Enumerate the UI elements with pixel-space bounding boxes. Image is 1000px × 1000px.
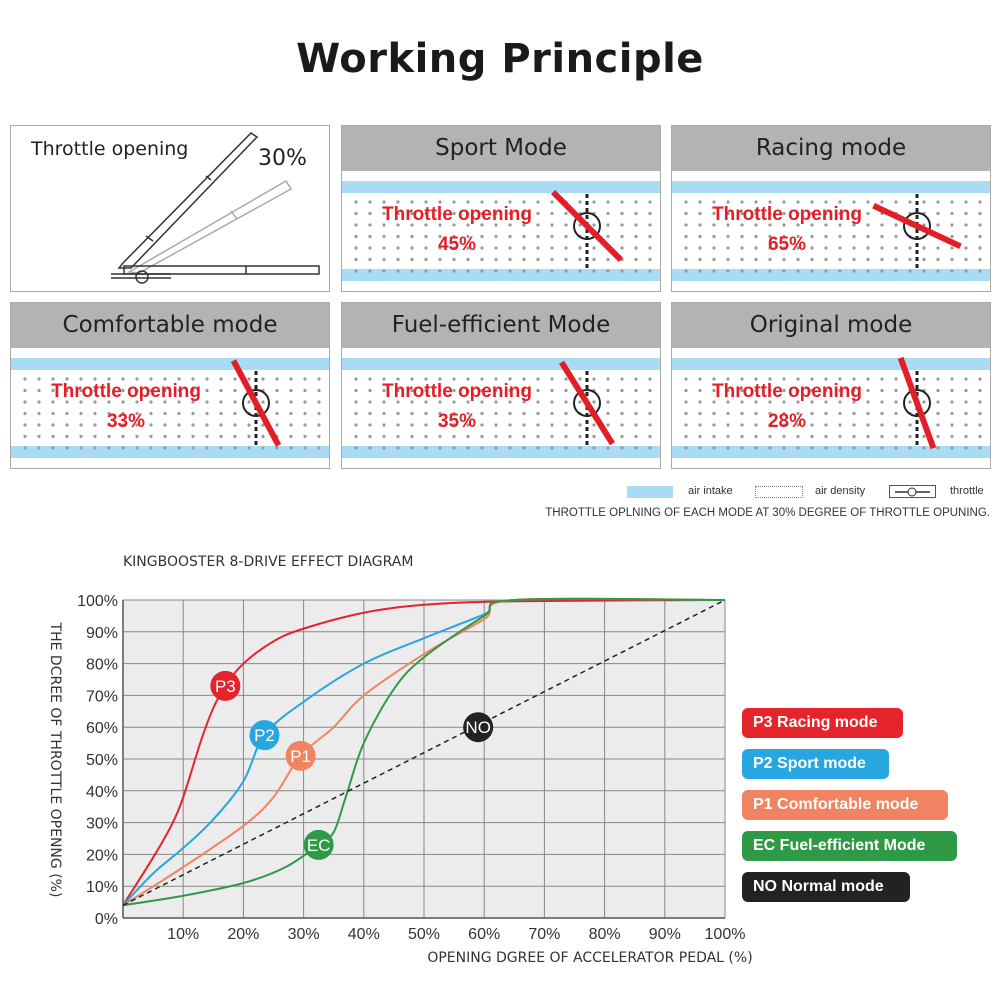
throttle-icon	[573, 389, 601, 417]
throttle-opening-label: Throttle opening	[712, 381, 862, 402]
legend-item: EC Fuel-efficient Mode	[742, 831, 957, 861]
throttle-opening-label: Throttle opening	[51, 381, 201, 402]
y-tick-label: 0%	[95, 911, 118, 928]
throttle-opening-label: Throttle opening	[382, 381, 532, 402]
air-intake-bar	[342, 181, 660, 193]
x-tick-label: 10%	[167, 926, 199, 943]
x-tick-label: 60%	[468, 926, 500, 943]
air-density-dots	[354, 377, 652, 450]
throttle-plate	[897, 356, 937, 450]
air-density-dots	[684, 377, 982, 450]
x-tick-label: 80%	[589, 926, 621, 943]
mode-panel: Racing mode Throttle opening 65%	[671, 125, 991, 292]
air-intake-bar	[672, 269, 990, 281]
legend-item: P2 Sport mode	[742, 749, 889, 779]
panel-note: THROTTLE OPLNING OF EACH MODE AT 30% DEG…	[545, 507, 990, 519]
y-tick-label: 60%	[86, 720, 118, 737]
chart-plot: 0% 10% 20% 30% 40% 50% 60% 70% 80% 90% 100% 10% 20% 3…	[77, 593, 746, 943]
x-tick-label: 70%	[528, 926, 560, 943]
air-intake-bar	[11, 446, 329, 458]
x-tick-label: 50%	[408, 926, 440, 943]
series-line-p3	[122, 599, 726, 906]
air-intake-bar	[342, 446, 660, 458]
series-line-no	[122, 599, 726, 906]
legend-item: P1 Comfortable mode	[742, 790, 948, 820]
x-tick-label: 40%	[348, 926, 380, 943]
panel-title: Original mode	[672, 303, 990, 348]
series-marker-ec	[303, 829, 334, 860]
series-tag: P2	[254, 726, 275, 745]
y-tick-label: 10%	[86, 879, 118, 896]
mode-panel: Comfortable mode Throttle opening 33%	[10, 302, 330, 469]
air-density-dots	[23, 377, 321, 450]
x-tick-label: 100%	[705, 926, 746, 943]
air-intake-bar	[342, 358, 660, 370]
intro-panel: Throttle opening 30%	[10, 125, 330, 292]
series-tag: P3	[215, 677, 236, 696]
x-tick-label: 20%	[227, 926, 259, 943]
series-tag: EC	[307, 836, 331, 855]
throttle-opening-value: 33%	[106, 411, 146, 432]
series-marker-p1	[285, 740, 316, 771]
throttle-plate	[872, 202, 962, 250]
air-density-label: air density	[815, 485, 866, 497]
x-axis-label: OPENING DGREE OF ACCELERATOR PEDAL (%)	[427, 950, 753, 966]
x-tick-label: 30%	[288, 926, 320, 943]
series-marker-p2	[249, 720, 280, 751]
throttle-plate	[230, 359, 282, 447]
legend-item: NO Normal mode	[742, 872, 910, 902]
series-marker-p3	[210, 670, 241, 701]
y-tick-label: 30%	[86, 816, 118, 833]
air-intake-bar	[672, 181, 990, 193]
mode-panel: Fuel-efficient Mode Throttle opening 35%	[341, 302, 661, 469]
throttle-opening-value: 65%	[767, 234, 807, 255]
throttle-opening-label: Throttle opening	[712, 204, 862, 225]
series-tag: NO	[465, 718, 491, 737]
intro-value: 30%	[258, 146, 307, 171]
page-title: Working Principle	[296, 36, 704, 82]
chart-title: KINGBOOSTER 8-DRIVE EFFECT DIAGRAM	[123, 554, 414, 570]
throttle-icon	[903, 212, 931, 240]
throttle-label: throttle	[950, 485, 984, 497]
mode-panel: Original mode Throttle opening 28%	[671, 302, 991, 469]
legend-item: P3 Racing mode	[742, 708, 903, 738]
y-tick-label: 50%	[86, 752, 118, 769]
y-tick-label: 20%	[86, 847, 118, 864]
y-tick-label: 90%	[86, 625, 118, 642]
throttle-plate	[550, 189, 624, 263]
panel-title: Sport Mode	[342, 126, 660, 171]
y-tick-label: 40%	[86, 784, 118, 801]
air-intake-bar	[342, 269, 660, 281]
air-density-swatch	[755, 486, 803, 498]
throttle-opening-label: Throttle opening	[382, 204, 532, 225]
y-tick-label: 70%	[86, 688, 118, 705]
throttle-icon	[573, 212, 601, 240]
series-tag: P1	[290, 747, 311, 766]
y-tick-label: 100%	[77, 593, 118, 610]
panel-title: Racing mode	[672, 126, 990, 171]
air-intake-label: air intake	[688, 485, 733, 497]
air-intake-swatch	[627, 486, 673, 498]
pedal-icon	[111, 132, 320, 284]
mode-panel: Sport Mode Throttle opening 45%	[341, 125, 661, 292]
y-tick-label: 80%	[86, 657, 118, 674]
series-marker-no	[463, 712, 494, 743]
air-intake-bar	[672, 358, 990, 370]
throttle-icon	[903, 389, 931, 417]
throttle-swatch-icon	[889, 485, 936, 498]
intro-label: Throttle opening	[31, 138, 189, 160]
throttle-opening-value: 35%	[437, 411, 477, 432]
series-line-ec	[122, 597, 726, 907]
panel-title: Comfortable mode	[11, 303, 329, 348]
throttle-plate	[559, 360, 615, 446]
panel-title: Fuel-efficient Mode	[342, 303, 660, 348]
throttle-opening-value: 28%	[767, 411, 807, 432]
air-intake-bar	[672, 446, 990, 458]
x-tick-label: 90%	[649, 926, 681, 943]
throttle-opening-value: 45%	[437, 234, 477, 255]
air-density-dots	[684, 200, 982, 273]
air-intake-bar	[11, 358, 329, 370]
throttle-icon	[242, 389, 270, 417]
